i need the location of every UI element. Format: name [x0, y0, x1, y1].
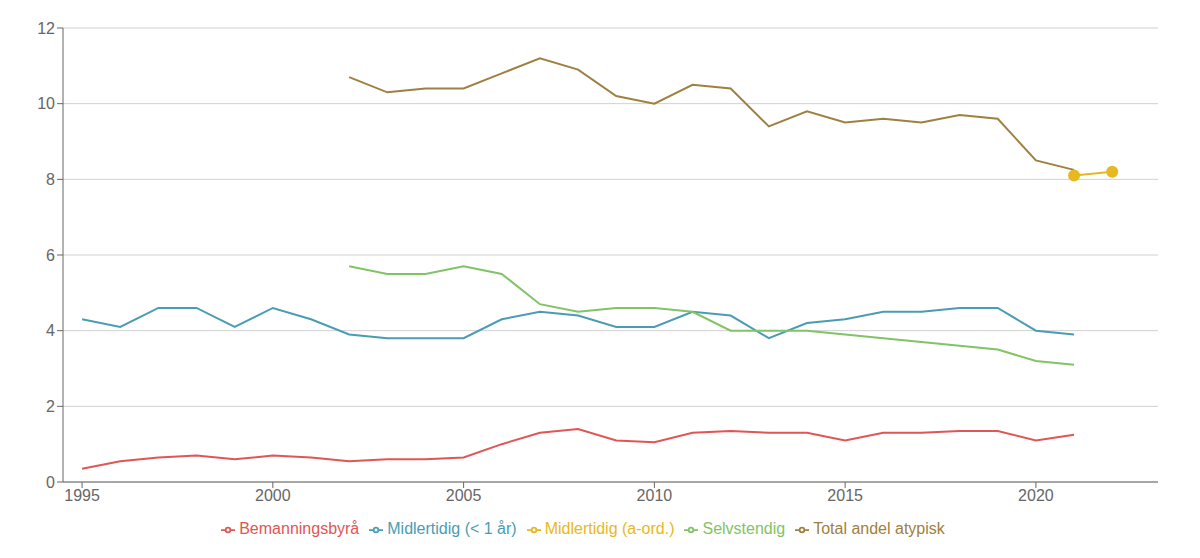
svg-text:2020: 2020	[1018, 487, 1054, 504]
svg-text:0: 0	[46, 474, 55, 491]
svg-text:6: 6	[46, 247, 55, 264]
svg-text:2000: 2000	[255, 487, 291, 504]
svg-text:2010: 2010	[637, 487, 673, 504]
svg-text:4: 4	[46, 322, 55, 339]
html-text:Bemanningsbyrå: Bemanningsbyrå	[239, 520, 360, 537]
html-text:Total andel atypisk: Total andel atypisk	[813, 520, 945, 537]
html-text:Selvstendig: Selvstendig	[702, 520, 786, 537]
svg-text:10: 10	[37, 95, 55, 112]
svg-text:12: 12	[37, 20, 55, 37]
html-text:Midlertidig (a-ord.): Midlertidig (a-ord.)	[544, 520, 675, 537]
html-text:Midlertidig (< 1 år): Midlertidig (< 1 år)	[387, 520, 517, 537]
svg-text:2: 2	[46, 398, 55, 415]
svg-text:8: 8	[46, 171, 55, 188]
svg-text:1995: 1995	[64, 487, 100, 504]
svg-text:2005: 2005	[446, 487, 482, 504]
svg-text:2015: 2015	[827, 487, 863, 504]
